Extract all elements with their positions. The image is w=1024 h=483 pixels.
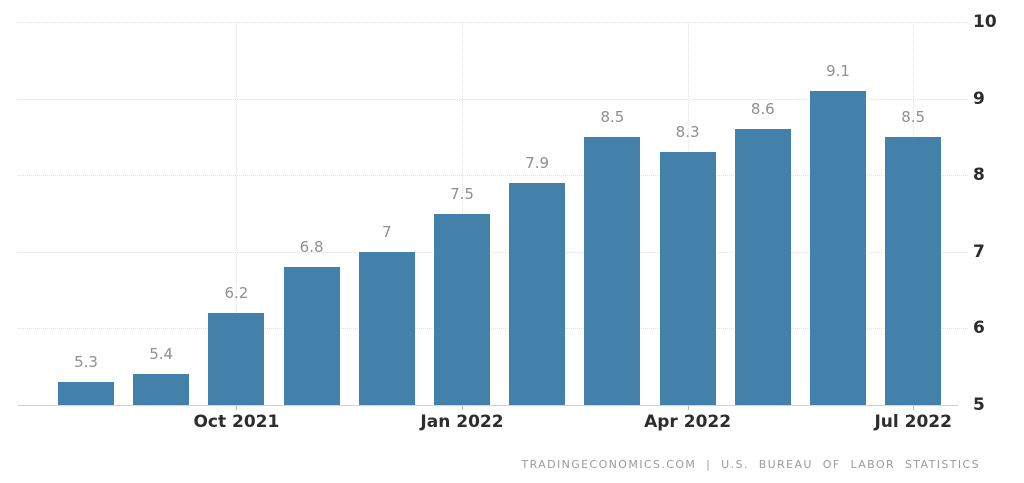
attribution-text: TRADINGECONOMICS.COM | U.S. BUREAU OF LA… — [521, 458, 980, 471]
y-axis-tick-label: 7 — [973, 241, 985, 262]
x-axis-line — [18, 405, 958, 406]
x-axis-tick-mark — [687, 406, 689, 410]
y-axis-tick-label: 9 — [973, 88, 985, 109]
bar-value-label: 9.1 — [826, 61, 850, 80]
bar — [885, 136, 942, 405]
y-axis-tick-label: 6 — [973, 318, 985, 339]
h-gridline — [18, 22, 968, 23]
bar-value-label: 8.6 — [750, 100, 775, 119]
bar-value-label: 6.8 — [299, 238, 324, 257]
bar-value-label: 8.3 — [675, 123, 700, 142]
bar — [283, 267, 340, 405]
bar-value-label: 8.5 — [600, 107, 625, 126]
x-axis-tick-label: Oct 2021 — [193, 412, 280, 432]
bar — [208, 313, 265, 405]
bar — [584, 136, 641, 405]
bar — [659, 152, 716, 405]
x-axis-tick-mark — [236, 406, 238, 410]
bar-value-label: 8.5 — [901, 107, 926, 126]
bar — [434, 213, 490, 405]
bar — [358, 251, 415, 405]
x-axis-tick-label: Jan 2022 — [420, 412, 504, 432]
bar — [133, 374, 190, 405]
bar — [734, 129, 791, 405]
bar-value-label: 7.9 — [525, 153, 550, 172]
x-axis-tick-label: Jul 2022 — [874, 412, 952, 432]
bar-value-label: 7 — [382, 222, 392, 241]
x-axis-tick-mark — [913, 406, 915, 410]
h-gridline — [18, 251, 968, 253]
v-gridline — [236, 22, 238, 405]
bar — [810, 90, 866, 405]
bar-value-label: 7.5 — [450, 184, 474, 203]
bar-value-label: 5.3 — [74, 353, 98, 372]
y-axis-tick-label: 5 — [973, 395, 985, 415]
bar — [58, 382, 114, 405]
bar — [509, 182, 566, 405]
x-axis-tick-mark — [462, 406, 463, 410]
bar-value-label: 5.4 — [149, 345, 174, 364]
h-gridline — [18, 175, 968, 177]
y-axis-tick-label: 8 — [973, 165, 985, 186]
x-axis-tick-label: Apr 2022 — [644, 412, 732, 432]
h-gridline — [18, 328, 968, 330]
bar-value-label: 6.2 — [224, 284, 249, 303]
y-axis-tick-label: 10 — [973, 12, 997, 32]
h-gridline — [18, 98, 968, 100]
